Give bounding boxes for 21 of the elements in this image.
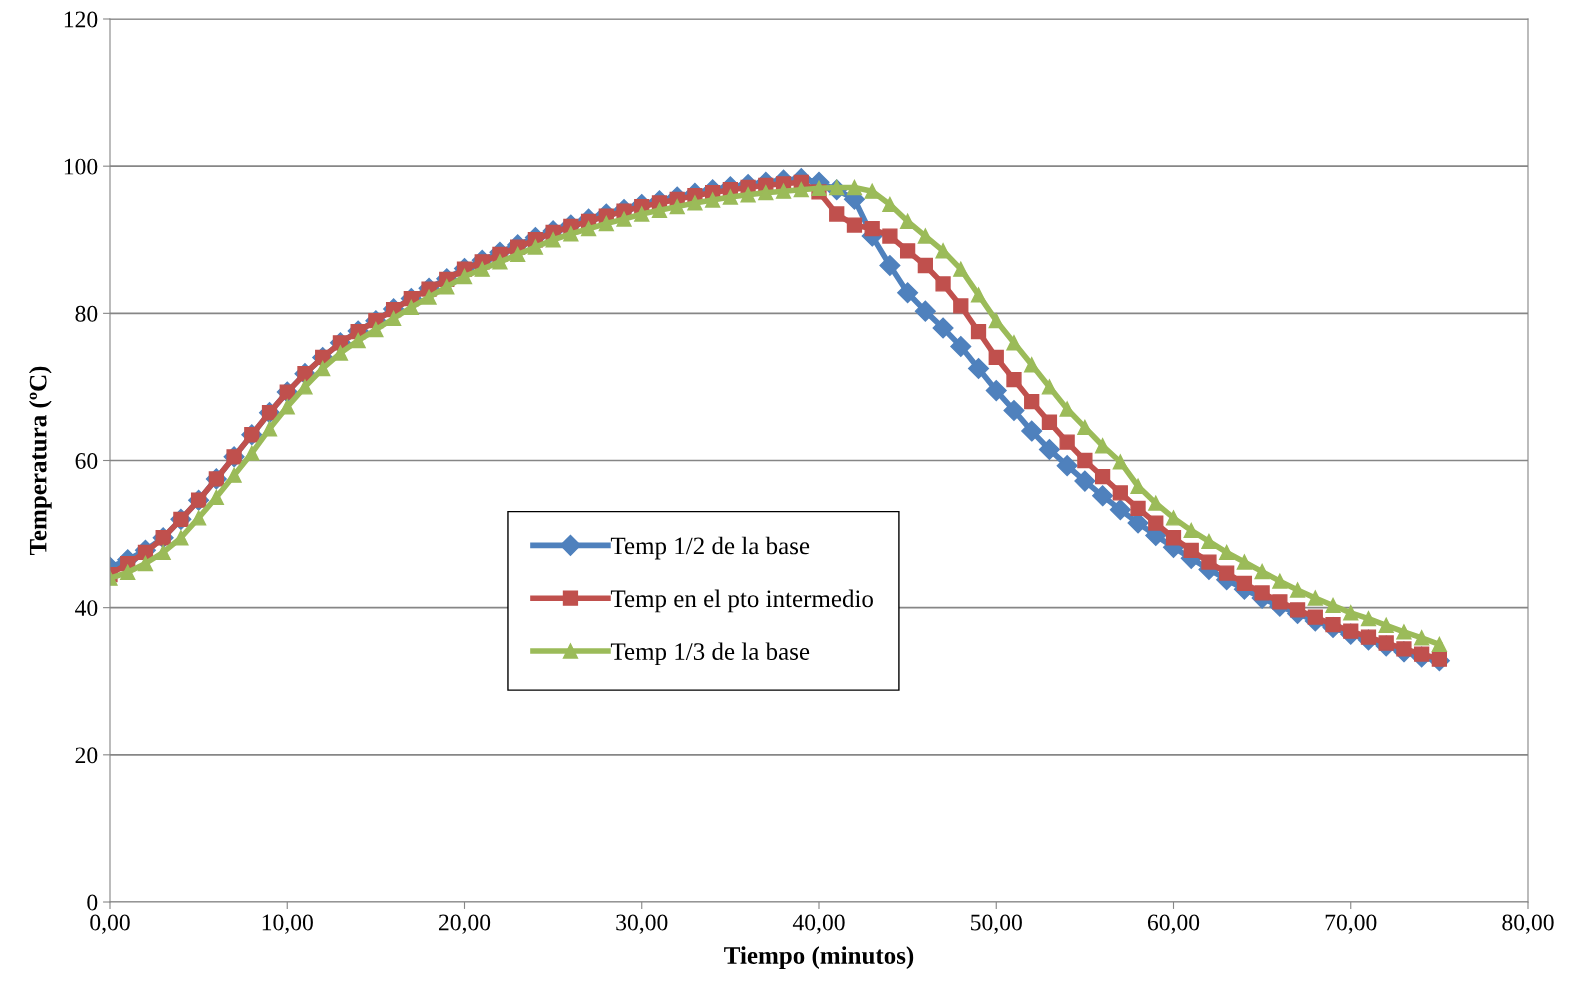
x-axis-title: Tiempo (minutos)	[724, 946, 914, 969]
y-tick-label: 0	[87, 894, 98, 911]
legend-label: Temp en el pto intermedio	[610, 589, 873, 613]
x-tick-label: 80,00	[1502, 914, 1554, 934]
y-tick-label: 120	[64, 11, 98, 28]
x-tick-label: 10,00	[262, 914, 313, 934]
x-tick-label: 70,00	[1325, 914, 1377, 934]
y-tick-label: 40	[75, 600, 98, 617]
legend-label: Temp 1/2 de la base	[610, 536, 810, 560]
x-tick-label: 60,00	[1147, 914, 1200, 934]
y-tick-label: 100	[64, 158, 98, 175]
x-tick-label: 30,00	[616, 914, 668, 934]
x-tick-label: 40,00	[792, 914, 845, 934]
x-tick-label: 50,00	[971, 914, 1022, 934]
x-tick-label: 0,00	[90, 914, 130, 934]
legend-label: Temp 1/3 de la base	[610, 642, 810, 666]
y-tick-label: 20	[75, 747, 98, 764]
y-tick-label: 80	[75, 305, 98, 322]
y-tick-label: 60	[75, 452, 98, 469]
x-tick-label: 20,00	[438, 914, 491, 934]
y-axis-title: Temperatura (ºC)	[28, 366, 52, 556]
